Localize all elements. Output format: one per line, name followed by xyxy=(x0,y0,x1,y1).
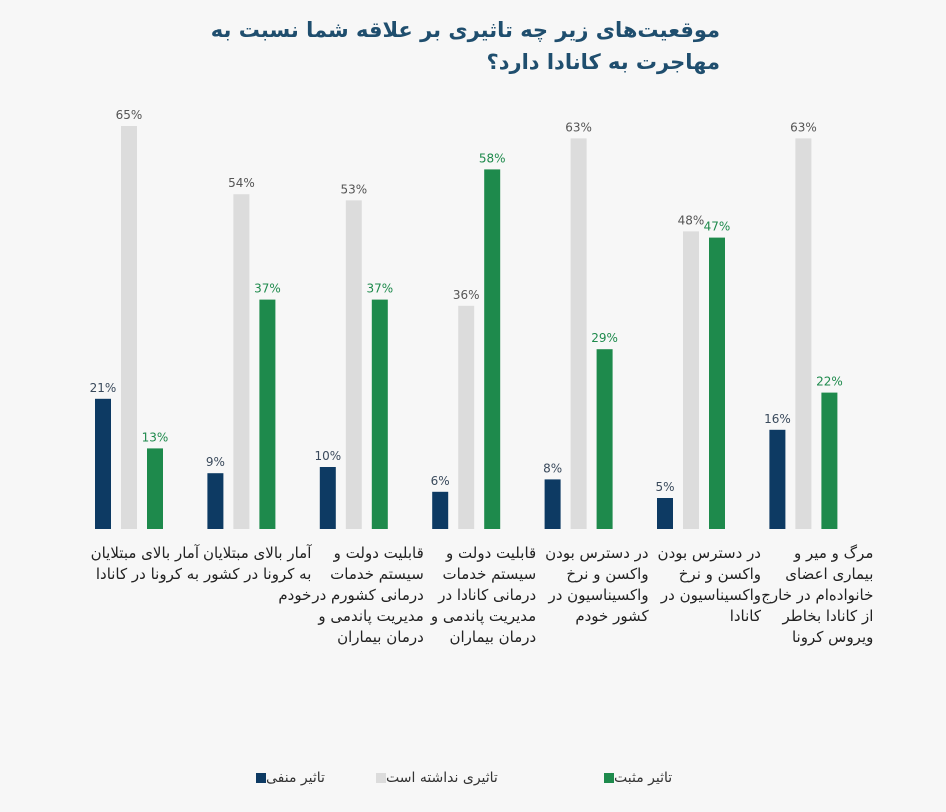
bar-no-effect-3 xyxy=(345,200,362,529)
data-label-positive-3: 37% xyxy=(366,282,393,296)
bar-negative-4 xyxy=(432,491,449,529)
category-label-5: در دسترس بودن واکسن و نرخ واکسیناسیون در… xyxy=(545,544,649,625)
legend-label-positive: تاثیر مثبت xyxy=(614,770,673,786)
bar-positive-7 xyxy=(821,392,838,529)
bar-no-effect-1 xyxy=(121,126,137,529)
data-label-negative-4: 6% xyxy=(431,474,450,488)
legend-item-no-effect: تاثیری نداشته است xyxy=(368,770,498,786)
chart-title: موقعیت‌های زیر چه تاثیری بر علاقه شما نس… xyxy=(210,18,720,74)
bar-no-effect-7 xyxy=(795,138,812,529)
data-label-positive-7: 22% xyxy=(816,375,843,389)
category-label-4: قابلیت دولت و سیستم خدمات درمانی کانادا … xyxy=(430,544,537,646)
legend-swatch-no-effect xyxy=(376,773,386,783)
data-label-no-effect-4: 36% xyxy=(453,288,480,302)
bar-negative-7 xyxy=(769,429,786,529)
bar-positive-1 xyxy=(147,448,163,529)
bar-positive-6 xyxy=(709,237,725,529)
category-label-1: آمار بالای مبتلایان به کرونا در کانادا xyxy=(90,544,199,583)
data-label-negative-6: 5% xyxy=(655,480,674,494)
bar-positive-2 xyxy=(259,299,276,529)
data-label-negative-3: 10% xyxy=(314,449,341,463)
bar-positive-4 xyxy=(484,169,501,529)
data-label-negative-1: 21% xyxy=(90,381,117,395)
bar-no-effect-4 xyxy=(458,305,475,529)
category-label-3: قابلیت دولت و سیستم خدمات درمانی کشورم د… xyxy=(312,544,424,646)
legend-label-no-effect: تاثیری نداشته است xyxy=(386,770,498,786)
bar-negative-2 xyxy=(207,473,224,529)
legend-swatch-positive xyxy=(604,773,614,783)
data-label-no-effect-7: 63% xyxy=(790,120,817,134)
legend-item-negative: تاثیر منفی xyxy=(248,770,325,786)
bar-no-effect-2 xyxy=(233,194,250,529)
legend: تاثیر مثبت تاثیری نداشته است تاثیر منفی xyxy=(0,770,946,794)
bar-negative-3 xyxy=(319,467,336,529)
data-label-negative-7: 16% xyxy=(764,412,791,426)
legend-label-negative: تاثیر منفی xyxy=(266,770,325,786)
bar-negative-6 xyxy=(657,498,673,529)
data-label-positive-5: 29% xyxy=(591,331,618,345)
data-label-no-effect-6: 48% xyxy=(678,213,705,227)
category-label-6: در دسترس بودن واکسن و نرخ واکسیناسیون در… xyxy=(657,544,761,625)
category-label-2: آمار بالای مبتلایان به کرونا در کشور خود… xyxy=(202,544,312,604)
bar-negative-5 xyxy=(544,479,561,529)
bar-no-effect-6 xyxy=(683,231,699,529)
legend-item-positive: تاثیر مثبت xyxy=(596,770,672,786)
bar-no-effect-5 xyxy=(570,138,587,529)
data-label-positive-1: 13% xyxy=(142,430,169,444)
category-label-7: مرگ و میر و بیماری اعضای خانواده‌ام در خ… xyxy=(761,544,874,646)
data-label-positive-2: 37% xyxy=(254,282,281,296)
data-label-no-effect-3: 53% xyxy=(340,182,367,196)
data-label-positive-4: 58% xyxy=(479,151,506,165)
bar-positive-3 xyxy=(371,299,388,529)
data-label-negative-5: 8% xyxy=(543,461,562,475)
data-label-negative-2: 9% xyxy=(206,455,225,469)
legend-swatch-negative xyxy=(256,773,266,783)
data-label-no-effect-5: 63% xyxy=(565,120,592,134)
data-label-no-effect-1: 65% xyxy=(116,108,143,122)
bar-negative-1 xyxy=(95,398,111,529)
data-label-no-effect-2: 54% xyxy=(228,176,255,190)
data-label-positive-6: 47% xyxy=(704,220,731,234)
bar-positive-5 xyxy=(596,349,613,529)
